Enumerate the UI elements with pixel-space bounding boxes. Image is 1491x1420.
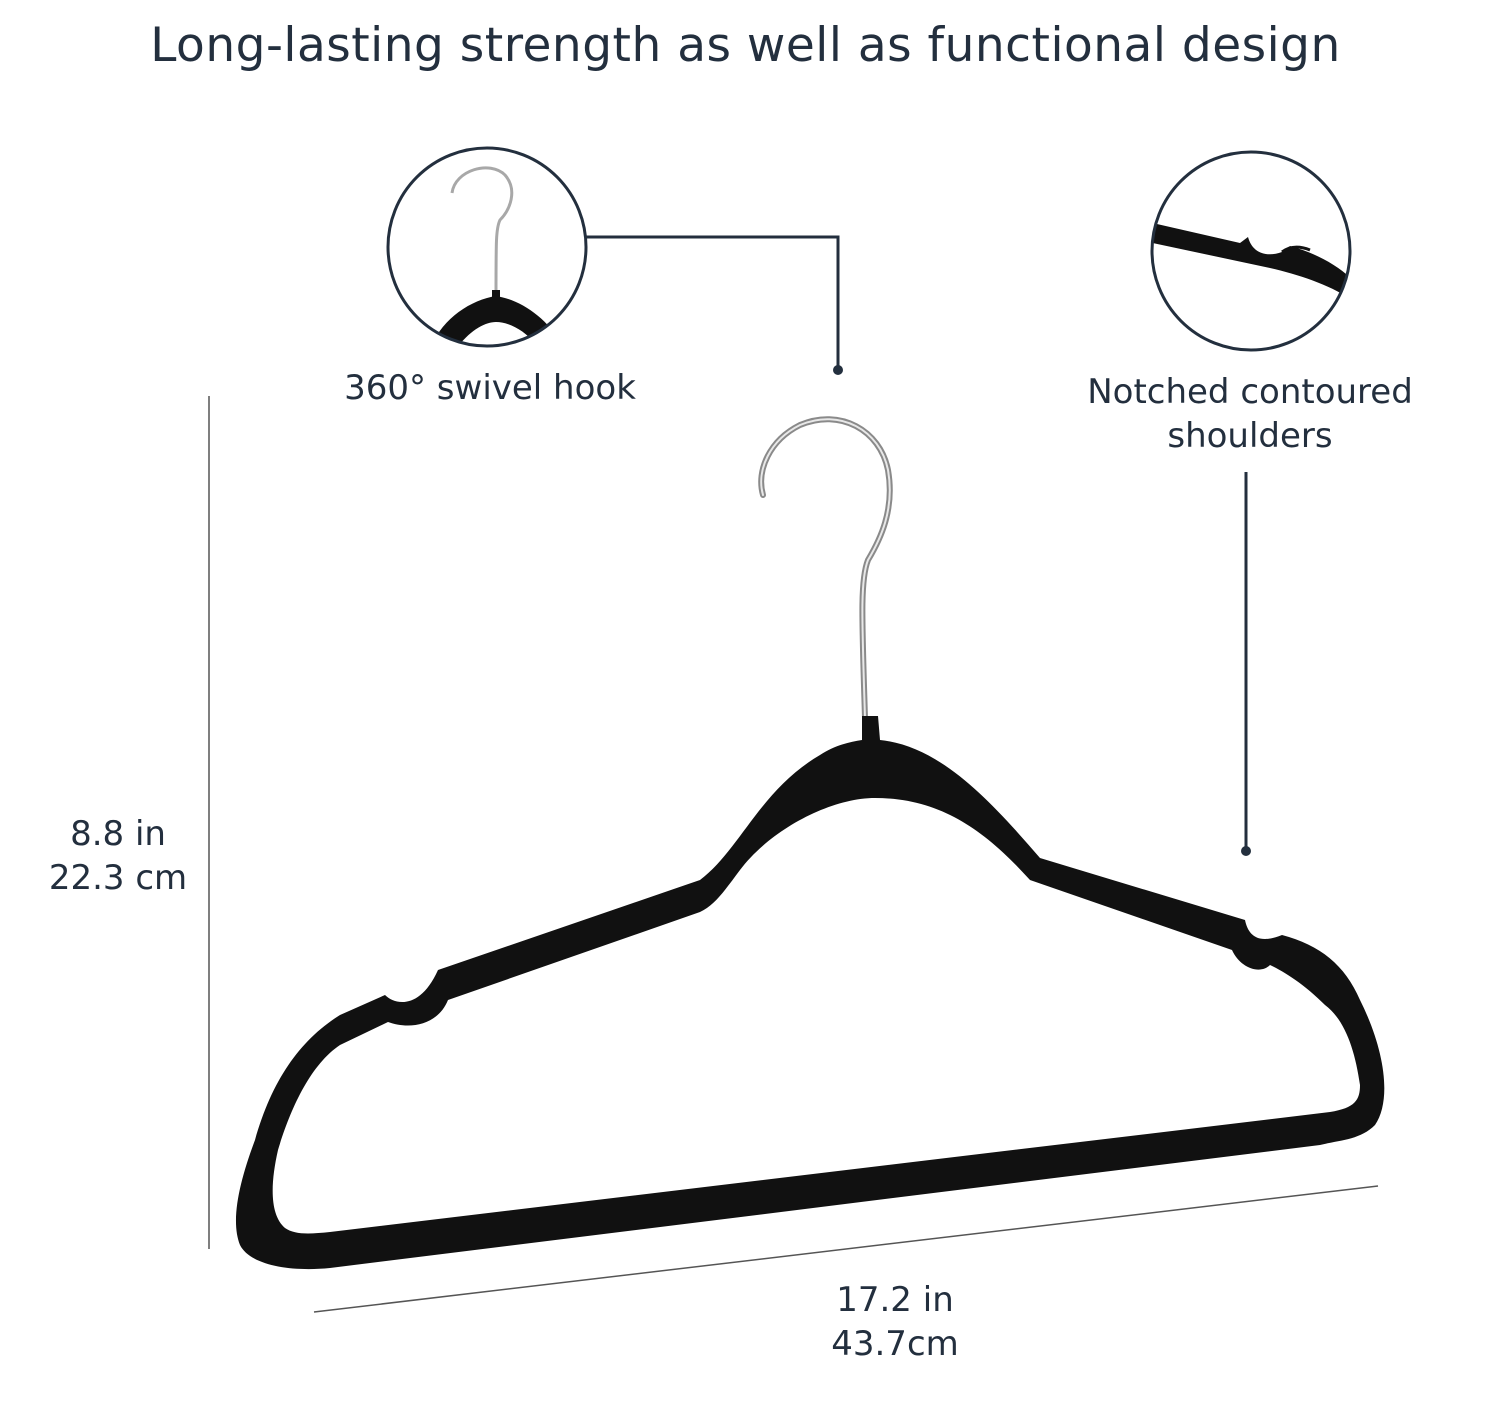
page-title: Long-lasting strength as well as functio… (150, 18, 1341, 73)
width-metric: 43.7cm (831, 1324, 959, 1364)
height-metric: 22.3 cm (48, 858, 188, 898)
notched-shoulders-detail (1150, 150, 1352, 856)
width-dimension-line (313, 1185, 1379, 1313)
swivel-hook-label: 360° swivel hook (344, 368, 636, 408)
notched-shoulders-label-line1: Notched contoured (1087, 372, 1413, 412)
height-imperial: 8.8 in (70, 814, 166, 854)
hanger-body (235, 716, 1385, 1270)
swivel-hook-icon (430, 166, 565, 346)
notched-shoulder-icon (1152, 222, 1350, 300)
swivel-hook-detail (386, 146, 843, 375)
height-dimension-label: 8.8 in 22.3 cm (20, 812, 216, 900)
width-dimension-label: 17.2 in 43.7cm (790, 1278, 1000, 1366)
notched-shoulders-label: Notched contoured shoulders (1070, 370, 1430, 458)
notched-shoulders-label-line2: shoulders (1167, 416, 1333, 456)
hanger (235, 416, 1385, 1270)
metal-hook (758, 416, 893, 721)
width-imperial: 17.2 in (836, 1280, 954, 1320)
